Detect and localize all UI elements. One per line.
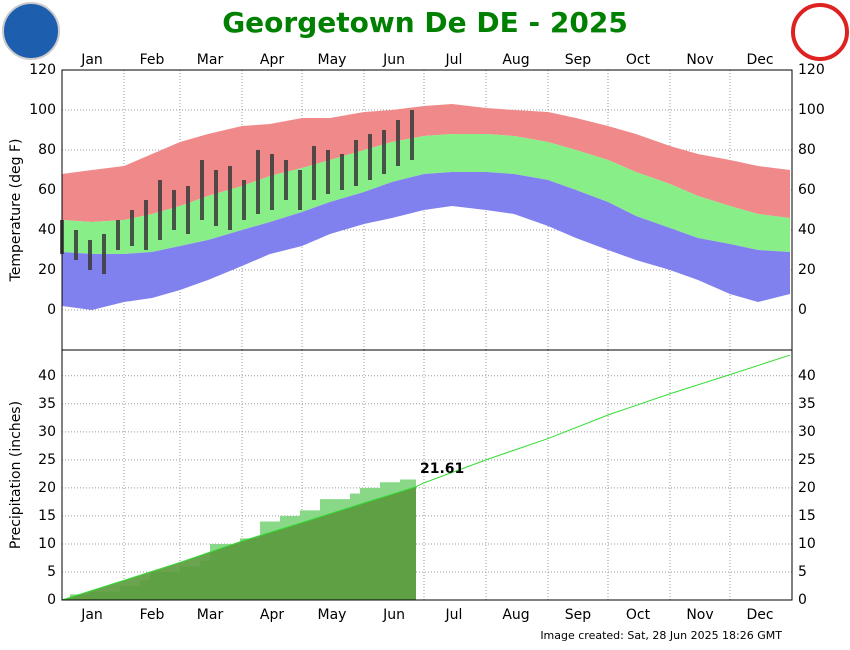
normal-line [61,354,791,601]
y-tick-label-right: 100 [798,102,825,118]
x-tick-label: Nov [686,52,713,68]
x-tick-label: Apr [260,52,284,68]
observed-bar [368,134,372,180]
x-tick-label: Feb [140,607,165,623]
y-tick-label: 30 [38,424,56,440]
x-tick-label: Sep [565,52,592,68]
x-tick-label: May [318,607,347,623]
observed-bar [270,154,274,210]
y-tick-label: 10 [38,536,56,552]
observed-bar [186,186,190,234]
y-tick-label-right: 20 [798,262,816,278]
observed-bar [214,170,218,226]
observed-bar [242,180,246,220]
x-tick-label: Jan [80,607,103,623]
observed-bar [74,230,78,260]
x-tick-label: Jul [445,52,463,68]
y-tick-label-right: 40 [798,368,816,384]
y-tick-label: 0 [47,302,56,318]
plot-frame [61,69,793,601]
y-tick-label: 60 [38,182,56,198]
nws-logo [791,3,849,61]
y-tick-label: 40 [38,368,56,384]
chart-title: Georgetown De DE - 2025 [222,6,628,39]
y-tick-label: 35 [38,396,56,412]
y-tick-label-right: 5 [798,564,807,580]
y-tick-label: 20 [38,262,56,278]
x-tick-label: Aug [502,607,529,623]
y-tick-label-right: 10 [798,536,816,552]
x-tick-label: Mar [197,607,224,623]
x-tick-label: Oct [626,52,651,68]
y-tick-label-right: 20 [798,480,816,496]
y-tick-label: 80 [38,142,56,158]
y-tick-label: 15 [38,508,56,524]
record-high-band [62,104,790,222]
observed-bar [256,150,260,214]
x-tick-label: Jun [382,52,405,68]
x-tick-label: Apr [260,607,284,623]
y-tick-label: 40 [38,222,56,238]
x-tick-label: Jan [80,52,103,68]
observed-bar [354,140,358,186]
x-tick-label: Jun [382,607,405,623]
observed-bar [172,190,176,230]
observed-bar [340,154,344,190]
normal-band [62,134,790,254]
x-tick-label: Oct [626,607,651,623]
y-tick-label: 5 [47,564,56,580]
y-tick-label-right: 0 [798,302,807,318]
observed-bar [284,160,288,200]
y-tick-label-right: 35 [798,396,816,412]
observed-bar [158,180,162,240]
x-tick-label: Mar [197,52,224,68]
observed-bar [410,110,414,160]
y-tick-label-right: 80 [798,142,816,158]
y-tick-label-right: 25 [798,452,816,468]
observed-bar [102,234,106,274]
y-tick-label-right: 30 [798,424,816,440]
x-tick-label: Dec [746,607,773,623]
y-tick-label-right: 0 [798,592,807,608]
x-tick-label: Dec [746,52,773,68]
y-tick-label: 0 [47,592,56,608]
observed-bar [88,240,92,270]
observed-bar [116,220,120,250]
observed-bar [200,160,204,220]
y-tick-label: 100 [29,102,56,118]
record-low-band [62,172,790,310]
y-tick-label: 120 [29,62,56,78]
y-tick-label-right: 15 [798,508,816,524]
observed-bar [228,166,232,230]
observed-bar [144,200,148,250]
y-tick-label-right: 40 [798,222,816,238]
y-tick-label: 25 [38,452,56,468]
x-tick-label: Jul [445,607,463,623]
y-tick-label-right: 120 [798,62,825,78]
observed-bar [298,170,302,210]
observed-bar [326,150,330,194]
x-tick-label: Aug [502,52,529,68]
x-tick-label: Sep [565,607,592,623]
x-tick-label: Feb [140,52,165,68]
noaa-logo [2,2,60,60]
y-tick-label-right: 60 [798,182,816,198]
footer: Image created: Sat, 28 Jun 2025 18:26 GM… [540,629,782,642]
y-tick-label: 20 [38,480,56,496]
observed-bar [396,120,400,166]
y-axis-label: Temperature (deg F) [8,139,24,283]
observed-total-label: 21.61 [420,461,464,477]
observed-bar [382,130,386,174]
observed-bar [312,146,316,200]
y-axis-label: Precipitation (inches) [8,401,24,549]
observed-bar [130,210,134,246]
x-tick-label: May [318,52,347,68]
x-tick-label: Nov [686,607,713,623]
